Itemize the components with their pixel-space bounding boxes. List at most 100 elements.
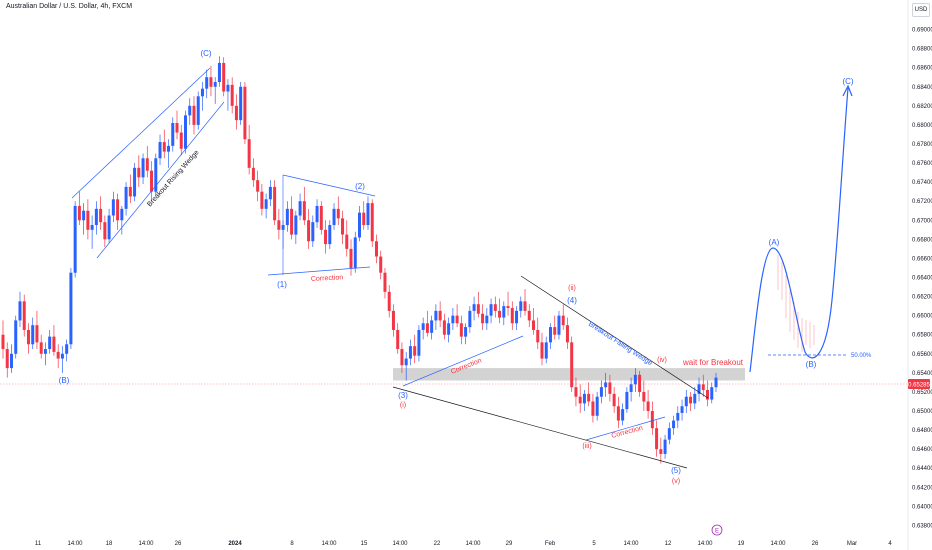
wave-1-label: (1) <box>277 280 287 289</box>
correction-one-label: Correction <box>311 274 344 283</box>
y-tick-label: 0.67800 <box>912 142 932 148</box>
event-marker-letter: E <box>715 529 719 535</box>
candle-body <box>209 77 213 87</box>
candle-body <box>319 205 323 230</box>
y-tick-label: 0.66200 <box>912 295 932 301</box>
candle-body <box>307 220 311 242</box>
x-tick-label: 22 <box>434 541 441 547</box>
x-tick-label: 2024 <box>228 541 242 547</box>
candle-body <box>243 86 247 140</box>
candle-body <box>561 315 565 326</box>
candle-body <box>196 96 200 125</box>
correction-three-label: Correction <box>611 425 644 440</box>
candle-body <box>442 320 446 335</box>
candle-body <box>604 382 608 388</box>
wave-5-label: (5) <box>671 466 681 475</box>
candle-body <box>684 396 688 407</box>
candle-body <box>175 123 179 133</box>
y-tick-label: 0.66800 <box>912 237 932 243</box>
candle-body <box>498 310 502 318</box>
falling-wedge-label: Breakout Falling Wedge <box>587 321 653 368</box>
candle-body <box>536 329 540 343</box>
candle-body <box>472 304 476 311</box>
falling-wedge-upper-line <box>520 275 709 399</box>
candle-body <box>52 336 56 352</box>
candle-body <box>693 393 697 404</box>
candle-body <box>205 77 209 89</box>
candle-body <box>464 327 468 337</box>
candle-body <box>158 142 162 159</box>
candle-body <box>451 315 455 324</box>
projected-wave-b-label: (B) <box>806 360 817 369</box>
candle-body <box>595 396 599 416</box>
candle-body <box>222 62 226 92</box>
candle-body <box>710 387 714 400</box>
candle-body <box>124 186 128 209</box>
candle-body <box>680 406 684 413</box>
x-tick-label: 26 <box>175 541 182 547</box>
candle-body <box>345 234 349 249</box>
candle-body <box>557 315 561 335</box>
candle-body <box>264 199 268 209</box>
y-tick-label: 0.64800 <box>912 428 932 434</box>
current-price-badge <box>908 379 930 389</box>
candle-body <box>107 215 111 240</box>
candle-body <box>60 353 64 359</box>
candle-body <box>362 212 366 226</box>
resistance-zone <box>393 368 745 381</box>
candle-body <box>56 351 60 359</box>
candle-body <box>273 186 277 221</box>
x-tick-label: 14:00 <box>465 541 481 547</box>
candle-body <box>553 327 557 335</box>
candle-body <box>200 88 204 97</box>
candle-body <box>616 406 620 421</box>
correction-two-line <box>402 335 524 387</box>
x-tick-label: 11 <box>35 541 42 547</box>
candle-body <box>82 210 86 221</box>
candle-body <box>14 320 18 354</box>
candle-body <box>341 218 345 235</box>
candle-body <box>137 167 141 178</box>
y-tick-label: 0.68400 <box>912 85 932 91</box>
candle-body <box>86 210 90 230</box>
candle-body <box>26 329 30 345</box>
candle-body <box>650 411 654 429</box>
currency-button[interactable]: USD <box>912 3 930 17</box>
candle-body <box>612 393 616 407</box>
candle-body <box>689 396 693 404</box>
candle-body <box>120 208 124 221</box>
candle-body <box>353 237 357 268</box>
candle-body <box>608 382 612 394</box>
candle-body <box>247 139 251 168</box>
candle-body <box>315 205 319 223</box>
candle-body <box>73 205 77 273</box>
candle-body <box>183 115 187 149</box>
candle-body <box>383 272 387 292</box>
candle-body <box>591 401 595 416</box>
projected-wave-c-label: (C) <box>842 77 853 86</box>
candle-body <box>510 308 514 324</box>
projection-arrowhead <box>842 84 853 97</box>
wave-iv-label: (iv) <box>657 357 667 364</box>
x-tick-label: 18 <box>106 541 113 547</box>
candle-body <box>481 313 485 324</box>
correction-triangle-upper-line <box>282 174 376 197</box>
y-tick-label: 0.63800 <box>912 523 932 529</box>
candle-body <box>239 86 243 121</box>
candle-body <box>544 342 548 359</box>
wave-2-label: (2) <box>355 182 365 191</box>
candle-body <box>358 212 361 238</box>
event-marker-icon[interactable] <box>711 524 723 536</box>
candle-body <box>150 170 154 192</box>
candle-body <box>31 325 35 345</box>
x-tick-label: 14:00 <box>138 541 154 547</box>
y-tick-label: 0.65400 <box>912 371 932 377</box>
candle-body <box>548 327 552 343</box>
candle-body <box>468 310 472 328</box>
candle-body <box>396 329 400 350</box>
wave-ii-label: (ii) <box>568 285 576 292</box>
candle-body <box>290 208 294 235</box>
x-tick-label: 14:00 <box>770 541 786 547</box>
wave-4-label: (4) <box>567 296 577 305</box>
